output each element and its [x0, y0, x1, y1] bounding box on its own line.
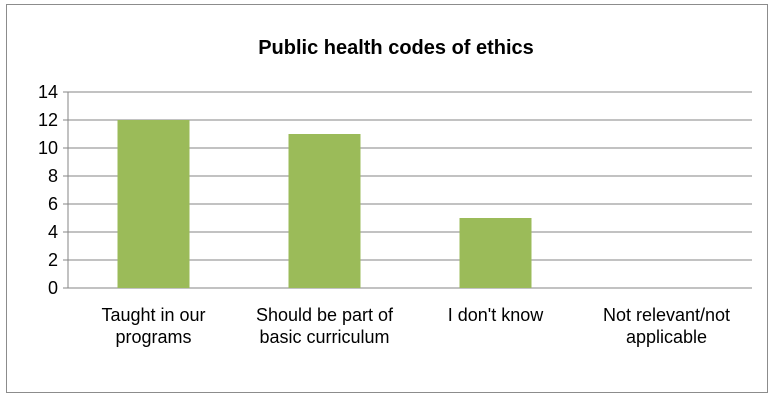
bar: [459, 218, 532, 288]
x-tick-label-dont-know: I don't know: [447, 305, 544, 325]
x-tick-label-taught: Taught in our programs: [101, 305, 206, 347]
bar: [288, 134, 361, 288]
chart-title: Public health codes of ethics: [258, 37, 534, 59]
y-tick-label: 12: [38, 110, 58, 130]
y-tick-label: 8: [48, 166, 58, 186]
y-tick-label: 6: [48, 194, 58, 214]
y-tick-label: 0: [48, 278, 58, 298]
y-tick-label: 2: [48, 250, 58, 270]
y-tick-label: 14: [38, 82, 58, 102]
bars: [117, 120, 532, 288]
bar: [117, 120, 190, 288]
x-tick-label-should-be-part: Should be part of basic curriculum: [255, 305, 394, 347]
y-tick-label: 4: [48, 222, 58, 242]
x-tick-label-not-relevant: Not relevant/not applicable: [602, 305, 731, 347]
y-tick-label: 10: [38, 138, 58, 158]
y-axis-ticks: 0 2 4 6 8 10 12 14: [38, 82, 58, 298]
